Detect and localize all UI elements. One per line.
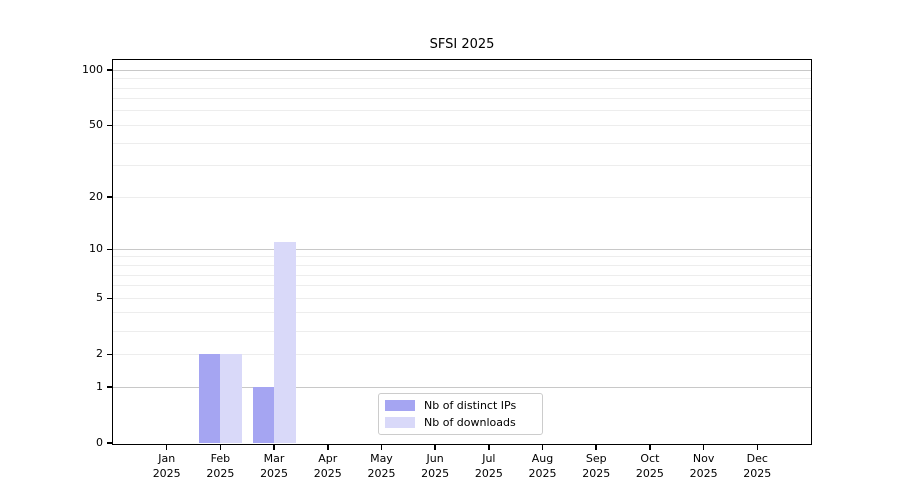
x-tick-label: Jul 2025 xyxy=(459,452,519,481)
x-tick-label: Oct 2025 xyxy=(620,452,680,481)
x-tick-mark xyxy=(702,445,705,450)
x-tick-month: Nov xyxy=(692,452,715,465)
x-tick-month: Apr xyxy=(318,452,338,465)
y-tick-mark xyxy=(107,353,113,355)
x-tick-mark xyxy=(165,445,168,450)
minor-gridline xyxy=(113,274,811,276)
x-tick-mark xyxy=(595,445,597,450)
x-tick-year: 2025 xyxy=(582,466,611,480)
x-tick-label: Sep 2025 xyxy=(566,452,626,481)
minor-gridline xyxy=(113,330,811,332)
minor-gridline xyxy=(113,265,811,266)
x-tick-mark xyxy=(649,445,651,450)
y-tick-label: 50 xyxy=(89,118,103,132)
bar-downloads xyxy=(274,242,296,443)
x-tick-month: Jun xyxy=(426,452,444,465)
y-tick-label: 10 xyxy=(89,242,103,256)
x-tick-mark xyxy=(327,445,329,450)
y-tick-mark xyxy=(107,248,113,251)
x-tick-mark xyxy=(541,445,544,450)
x-tick-label: Nov 2025 xyxy=(674,452,734,481)
y-tick-label: 0 xyxy=(96,436,103,449)
x-tick-month: Sep xyxy=(585,452,607,465)
x-tick-month: Jan xyxy=(158,452,176,465)
minor-gridline xyxy=(113,312,811,314)
x-tick-mark xyxy=(219,445,222,450)
y-tick-mark xyxy=(107,69,113,71)
legend-label-distinct-ips: Nb of distinct IPs xyxy=(424,399,517,412)
legend-item-distinct-ips: Nb of distinct IPs xyxy=(385,399,534,412)
x-tick-month: Aug xyxy=(531,452,554,465)
x-tick-year: 2025 xyxy=(421,466,450,480)
y-tick-label: 1 xyxy=(96,380,103,393)
x-tick-year: 2025 xyxy=(260,466,289,480)
minor-gridline xyxy=(113,142,811,144)
x-tick-year: 2025 xyxy=(313,466,342,480)
bar-distinct-ips xyxy=(252,387,275,443)
x-tick-mark xyxy=(380,445,383,450)
x-tick-label: May 2025 xyxy=(351,452,411,481)
x-tick-label: Jan 2025 xyxy=(137,452,197,481)
y-tick-label: 100 xyxy=(82,63,103,77)
legend-swatch-distinct-ips xyxy=(385,400,415,411)
x-tick-label: Aug 2025 xyxy=(513,452,573,481)
x-tick-year: 2025 xyxy=(206,466,235,480)
minor-gridline xyxy=(113,165,811,167)
major-gridline xyxy=(113,248,811,250)
x-tick-month: Feb xyxy=(210,452,231,465)
x-tick-mark xyxy=(434,445,436,450)
x-tick-month: Jul xyxy=(482,452,496,465)
x-tick-year: 2025 xyxy=(635,466,664,480)
y-tick-label: 5 xyxy=(96,291,103,305)
x-tick-year: 2025 xyxy=(528,466,557,480)
minor-gridline xyxy=(113,87,811,89)
x-tick-year: 2025 xyxy=(689,466,718,480)
legend-swatch-downloads xyxy=(385,417,415,428)
major-gridline xyxy=(113,386,811,388)
x-tick-mark xyxy=(756,445,759,450)
x-tick-month: Dec xyxy=(746,452,768,465)
bar-distinct-ips xyxy=(198,354,221,443)
bar-downloads xyxy=(220,354,242,443)
minor-gridline xyxy=(113,110,811,112)
y-tick-mark xyxy=(107,297,113,299)
x-tick-mark xyxy=(273,445,275,450)
minor-gridline xyxy=(113,124,811,126)
y-tick-mark xyxy=(107,386,113,388)
y-tick-mark xyxy=(107,442,113,444)
minor-gridline xyxy=(113,256,811,258)
x-tick-year: 2025 xyxy=(152,466,181,480)
x-tick-year: 2025 xyxy=(367,466,396,480)
minor-gridline xyxy=(113,78,811,80)
y-tick-mark xyxy=(107,196,113,198)
minor-gridline xyxy=(113,98,811,100)
y-tick-mark xyxy=(107,124,113,127)
x-tick-label: Apr 2025 xyxy=(298,452,358,481)
legend-item-downloads: Nb of downloads xyxy=(385,416,534,429)
major-gridline xyxy=(113,69,811,71)
x-tick-month: Oct xyxy=(640,452,660,465)
x-tick-label: Jun 2025 xyxy=(405,452,465,481)
x-tick-label: Mar 2025 xyxy=(244,452,304,481)
x-tick-label: Feb 2025 xyxy=(190,452,250,481)
chart-title: SFSI 2025 xyxy=(429,37,495,52)
x-tick-year: 2025 xyxy=(474,466,503,480)
x-tick-mark xyxy=(488,445,490,450)
minor-gridline xyxy=(113,196,811,198)
x-tick-month: May xyxy=(370,452,393,465)
legend-label-downloads: Nb of downloads xyxy=(424,416,516,429)
x-tick-month: Mar xyxy=(263,452,285,465)
minor-gridline xyxy=(113,285,811,287)
minor-gridline xyxy=(113,297,811,299)
minor-gridline xyxy=(113,353,811,355)
y-tick-label: 2 xyxy=(96,347,103,361)
x-tick-label: Dec 2025 xyxy=(727,452,787,481)
x-tick-year: 2025 xyxy=(743,466,772,480)
legend: Nb of distinct IPs Nb of downloads xyxy=(378,393,543,435)
y-tick-label: 20 xyxy=(89,190,103,204)
